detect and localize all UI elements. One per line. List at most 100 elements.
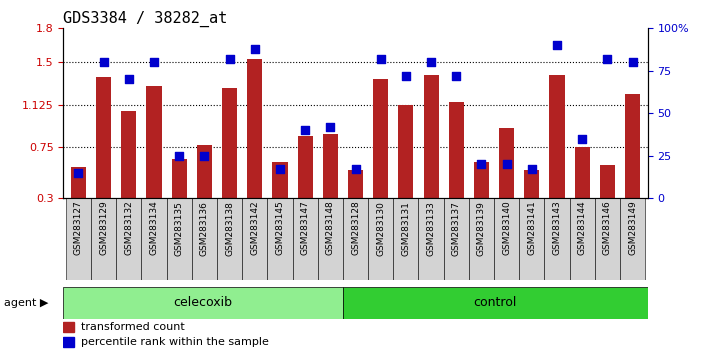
Text: GSM283149: GSM283149 [628, 201, 637, 256]
Text: transformed count: transformed count [81, 322, 184, 332]
Text: GSM283139: GSM283139 [477, 201, 486, 256]
Bar [348, 170, 363, 232]
Bar [549, 75, 565, 232]
Bar [242, 198, 268, 280]
Text: GSM283132: GSM283132 [125, 201, 133, 256]
Bar [474, 162, 489, 232]
Point [577, 136, 588, 142]
Bar [448, 102, 464, 232]
Bar [600, 165, 615, 232]
Bar [368, 198, 394, 280]
Bar [191, 198, 217, 280]
Point [602, 56, 613, 62]
Text: GSM283143: GSM283143 [553, 201, 562, 256]
Bar [298, 136, 313, 232]
Bar [222, 88, 237, 232]
Text: GSM283138: GSM283138 [225, 201, 234, 256]
Bar [167, 198, 191, 280]
Point [350, 166, 361, 172]
Bar [544, 198, 570, 280]
Point [401, 73, 412, 79]
Bar [63, 287, 343, 319]
Point [98, 59, 109, 65]
Bar [625, 94, 640, 232]
Point [526, 166, 537, 172]
Bar [322, 134, 338, 232]
Point [451, 73, 462, 79]
Text: GSM283129: GSM283129 [99, 201, 108, 256]
Text: GSM283145: GSM283145 [275, 201, 284, 256]
Text: GSM283141: GSM283141 [527, 201, 536, 256]
Bar [494, 198, 520, 280]
Text: GSM283142: GSM283142 [251, 201, 259, 255]
Bar [444, 198, 469, 280]
Text: GSM283144: GSM283144 [578, 201, 586, 255]
Point [224, 56, 235, 62]
Text: GSM283140: GSM283140 [502, 201, 511, 256]
Text: GSM283130: GSM283130 [376, 201, 385, 256]
Bar [595, 198, 620, 280]
Point [299, 127, 310, 133]
Text: GSM283135: GSM283135 [175, 201, 184, 256]
Bar [293, 198, 318, 280]
Point [551, 42, 562, 48]
Bar [394, 198, 418, 280]
Bar [63, 322, 74, 332]
Bar [197, 145, 212, 232]
Text: GSM283147: GSM283147 [301, 201, 310, 256]
Text: control: control [474, 296, 517, 309]
Bar [418, 198, 444, 280]
Text: celecoxib: celecoxib [174, 296, 232, 309]
Point [174, 153, 185, 159]
Point [325, 124, 336, 130]
Point [149, 59, 160, 65]
Bar [142, 198, 167, 280]
Point [199, 153, 210, 159]
Point [375, 56, 386, 62]
Bar [524, 170, 539, 232]
Text: GSM283133: GSM283133 [427, 201, 436, 256]
Point [249, 46, 260, 52]
Point [425, 59, 436, 65]
Text: GDS3384 / 38282_at: GDS3384 / 38282_at [63, 11, 227, 27]
Text: GSM283136: GSM283136 [200, 201, 209, 256]
Bar [71, 166, 86, 232]
Bar [172, 159, 187, 232]
Bar [398, 105, 413, 232]
Text: percentile rank within the sample: percentile rank within the sample [81, 337, 269, 347]
Point [627, 59, 639, 65]
Point [73, 170, 84, 176]
Text: GSM283134: GSM283134 [149, 201, 158, 256]
Text: GSM283128: GSM283128 [351, 201, 360, 256]
Text: GSM283148: GSM283148 [326, 201, 335, 256]
Bar [63, 337, 74, 347]
Bar [318, 198, 343, 280]
Point [476, 161, 487, 167]
Bar [499, 128, 514, 232]
Bar [247, 59, 263, 232]
Bar [272, 162, 287, 232]
Bar [570, 198, 595, 280]
Bar [343, 287, 648, 319]
Bar [469, 198, 494, 280]
Bar [268, 198, 293, 280]
Bar [574, 147, 590, 232]
Point [123, 76, 134, 82]
Point [501, 161, 513, 167]
Bar [116, 198, 142, 280]
Bar [343, 198, 368, 280]
Bar [373, 79, 389, 232]
Bar [121, 111, 137, 232]
Bar [96, 77, 111, 232]
Text: GSM283127: GSM283127 [74, 201, 83, 256]
Bar [217, 198, 242, 280]
Text: agent ▶: agent ▶ [4, 298, 48, 308]
Text: GSM283146: GSM283146 [603, 201, 612, 256]
Bar [91, 198, 116, 280]
Bar [620, 198, 645, 280]
Text: GSM283137: GSM283137 [452, 201, 460, 256]
Bar [424, 75, 439, 232]
Bar [146, 86, 162, 232]
Bar [66, 198, 91, 280]
Bar [520, 198, 544, 280]
